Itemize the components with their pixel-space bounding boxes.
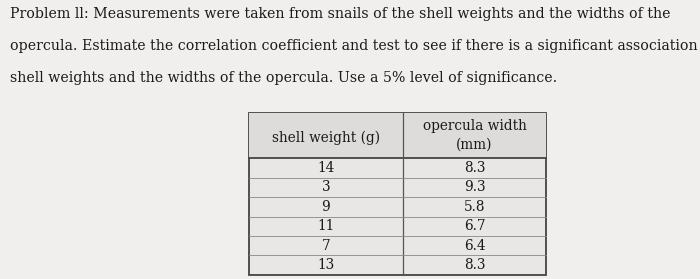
Bar (248, 113, 546, 158)
Text: 6.7: 6.7 (464, 219, 485, 233)
Text: shell weights and the widths of the opercula. Use a 5% level of significance.: shell weights and the widths of the oper… (10, 71, 558, 85)
Text: 14: 14 (317, 161, 335, 175)
Text: 3: 3 (321, 181, 330, 194)
Text: 6.4: 6.4 (464, 239, 485, 253)
Text: (mm): (mm) (456, 138, 493, 152)
Bar (248, 113, 546, 275)
Text: 11: 11 (317, 219, 335, 233)
Text: 7: 7 (321, 239, 330, 253)
Text: 9: 9 (321, 200, 330, 214)
Text: Problem ll: Measurements were taken from snails of the shell weights and the wid: Problem ll: Measurements were taken from… (10, 7, 671, 21)
Text: 9.3: 9.3 (464, 181, 485, 194)
Text: 8.3: 8.3 (464, 258, 485, 272)
Text: shell weight (g): shell weight (g) (272, 131, 380, 145)
Text: 5.8: 5.8 (464, 200, 485, 214)
Text: 13: 13 (317, 258, 335, 272)
Text: 8.3: 8.3 (464, 161, 485, 175)
Text: opercula. Estimate the correlation coefficient and test to see if there is a sig: opercula. Estimate the correlation coeff… (10, 39, 698, 53)
Text: opercula width: opercula width (423, 119, 526, 133)
